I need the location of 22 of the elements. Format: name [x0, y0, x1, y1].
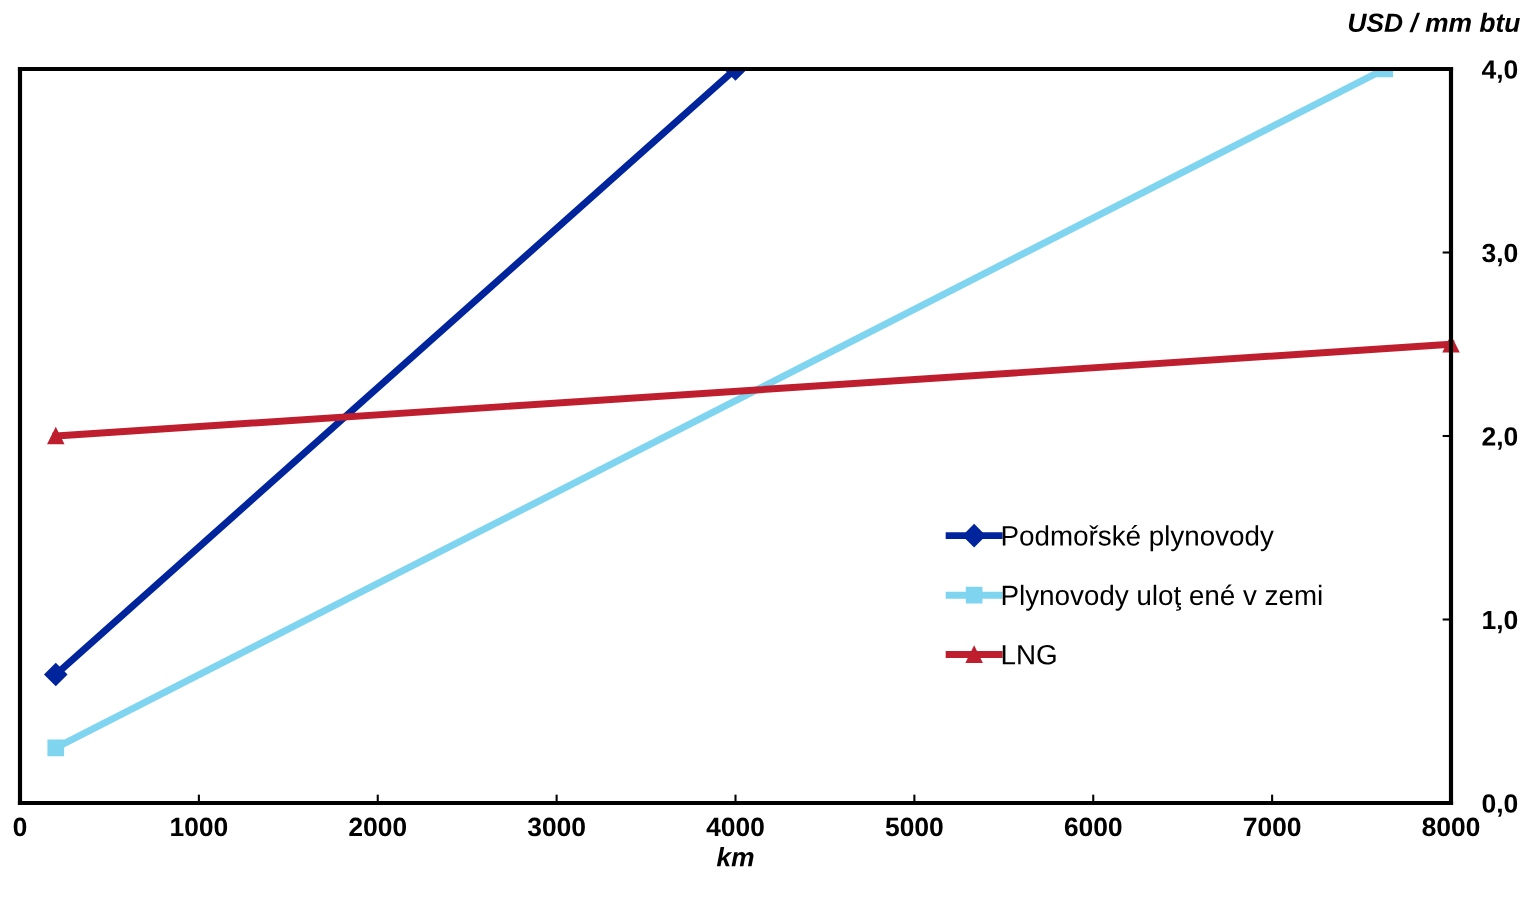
y-tick-label: 1,0 — [1483, 610, 1518, 634]
y-axis-title: USD / mm btu — [1348, 12, 1520, 33]
x-axis-title: km — [716, 847, 754, 867]
legend-label: LNG — [1002, 644, 1056, 665]
y-tick-label: 2,0 — [1482, 427, 1518, 450]
point — [44, 663, 68, 687]
x-tick-label: 6000 — [1064, 817, 1122, 837]
y-tick-label: 3,0 — [1482, 243, 1518, 267]
x-tick-label: 2000 — [349, 817, 407, 837]
x-tick-label: 4000 — [706, 817, 764, 837]
point — [47, 427, 65, 445]
x-tick-label: 5000 — [885, 817, 943, 837]
y-tick-label: 4,0 — [1481, 60, 1518, 83]
point — [47, 739, 65, 757]
x-tick-label: 3000 — [527, 817, 585, 837]
x-tick-label: 1000 — [171, 817, 228, 837]
x-tick-label: 7000 — [1243, 817, 1301, 837]
legend-label: Plynovody uloţ ené v zemi — [1002, 584, 1322, 611]
y-tick-label: 0,0 — [1482, 794, 1518, 817]
legend-label: Podmořské plynovody — [1002, 524, 1274, 552]
x-tick-label: 0 — [13, 817, 27, 837]
x-tick-label: 8000 — [1422, 817, 1480, 837]
